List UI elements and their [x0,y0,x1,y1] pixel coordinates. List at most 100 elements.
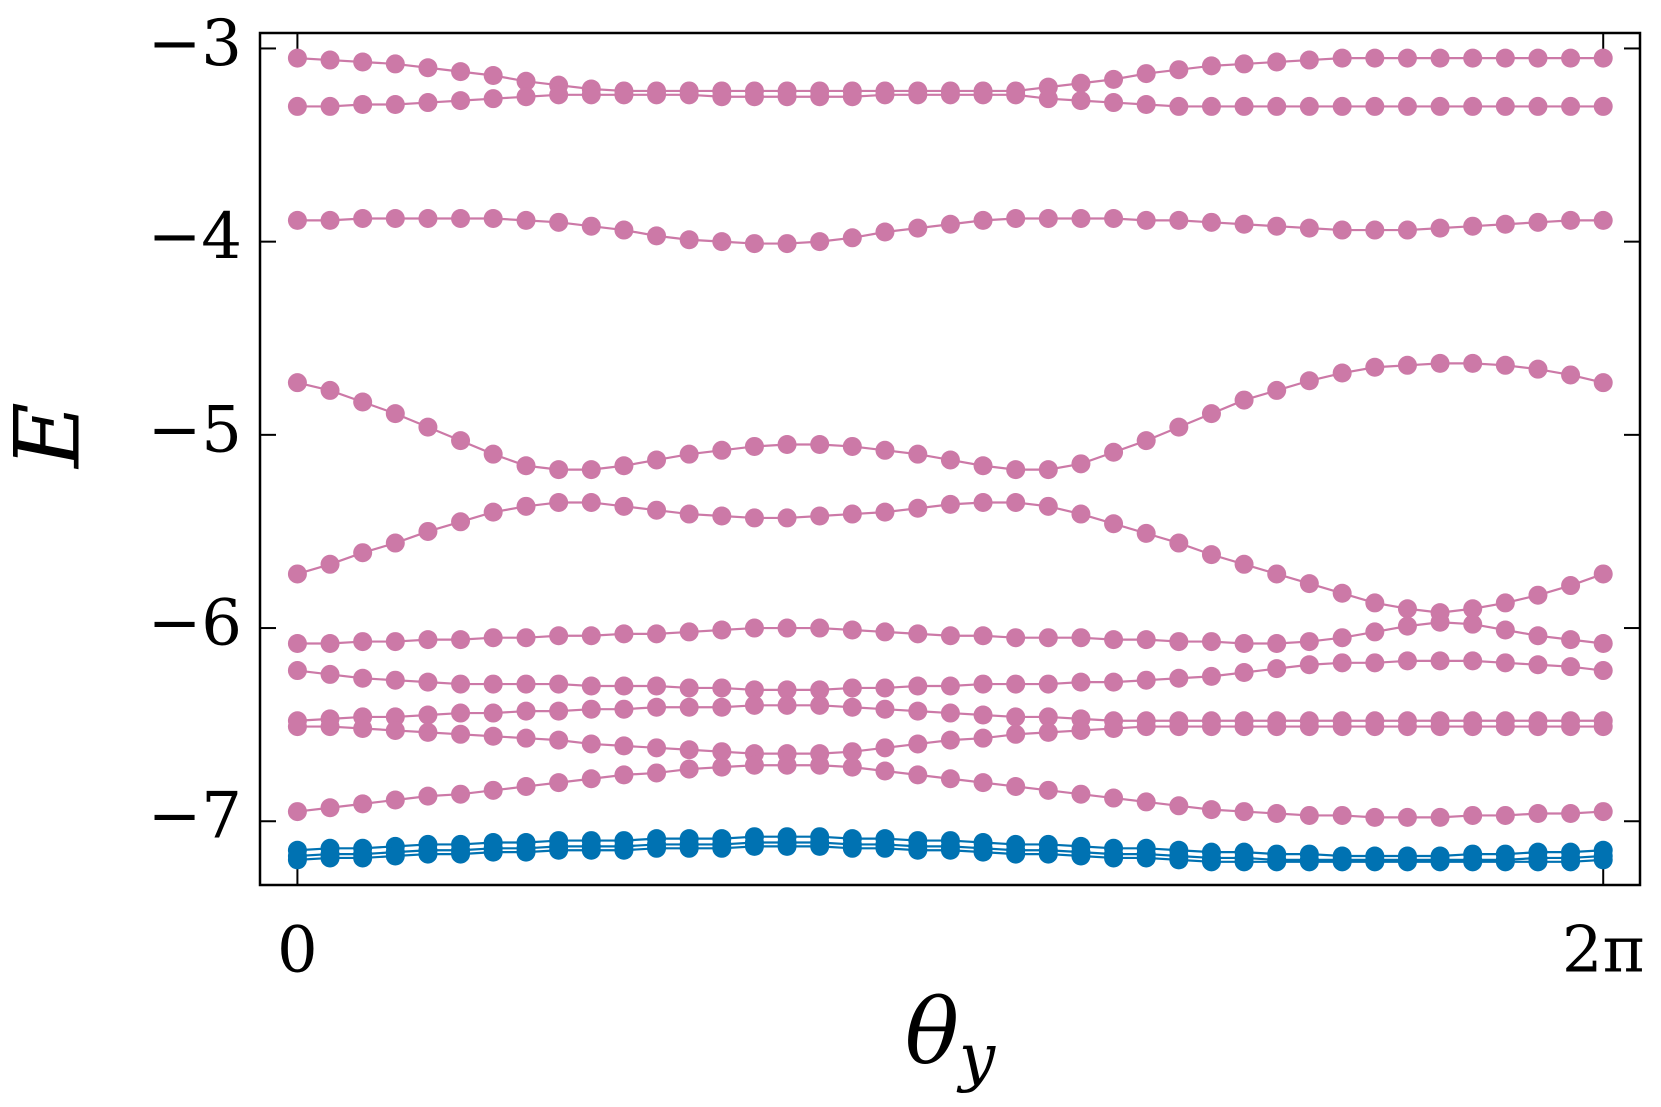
point [418,844,438,864]
point [483,502,503,522]
point [777,508,797,528]
point [1006,724,1026,744]
point [1463,614,1483,634]
point [1397,48,1417,68]
point [1136,848,1156,868]
point [842,678,862,698]
point [353,543,373,563]
point [810,618,830,638]
point [875,440,895,460]
point [647,738,667,758]
point [483,703,503,723]
point [483,444,503,464]
point [1463,651,1483,671]
point [353,848,373,868]
point [1593,564,1613,584]
point [581,734,601,754]
point [647,500,667,520]
point [744,755,764,775]
point [940,494,960,514]
point [1104,514,1124,534]
point [1528,655,1548,675]
point [1528,852,1548,872]
point [1397,599,1417,619]
x-tick-label: 0 [277,914,318,988]
point [712,87,732,107]
point [320,50,340,70]
point [287,661,307,681]
point [1071,846,1091,866]
point [1561,852,1581,872]
point [516,456,536,476]
point [712,697,732,717]
point [353,668,373,688]
point [1234,802,1254,822]
point [287,717,307,737]
point [1038,460,1058,480]
point [744,436,764,456]
point [712,678,732,698]
point [1104,93,1124,113]
point [777,695,797,715]
point [320,634,340,654]
point [777,87,797,107]
point [385,94,405,114]
point [810,680,830,700]
x-axis-label: θy [905,980,996,1094]
point [287,96,307,116]
point [516,210,536,230]
point [581,769,601,789]
point [1561,657,1581,677]
point [973,773,993,793]
point [1136,431,1156,451]
point [875,738,895,758]
point [1234,852,1254,872]
point [353,632,373,652]
point [842,757,862,777]
point [647,450,667,470]
point [908,444,928,464]
point [1299,852,1319,872]
point [1397,616,1417,636]
point [679,622,699,642]
point [1430,807,1450,827]
point [1267,216,1287,236]
point [1071,720,1091,740]
point [908,676,928,696]
point [1397,651,1417,671]
point [1136,717,1156,737]
point [1561,804,1581,824]
point [581,699,601,719]
point [385,846,405,866]
point [1169,533,1189,553]
point [1299,574,1319,594]
point [1071,504,1091,524]
point [549,701,569,721]
point [581,460,601,480]
point [1169,632,1189,652]
point [1463,96,1483,116]
point [712,440,732,460]
point [1299,717,1319,737]
point [1365,220,1385,240]
point [1267,52,1287,72]
point [647,676,667,696]
point [385,533,405,553]
point [1234,54,1254,74]
point [1593,661,1613,681]
point [940,769,960,789]
point [549,626,569,646]
point [1104,442,1124,462]
point [1169,417,1189,437]
point [287,850,307,870]
point [483,628,503,648]
point [451,512,471,532]
point [1071,628,1091,648]
point [418,93,438,113]
point [1397,355,1417,375]
point [451,844,471,864]
point [1528,96,1548,116]
point [1006,628,1026,648]
point [483,89,503,109]
